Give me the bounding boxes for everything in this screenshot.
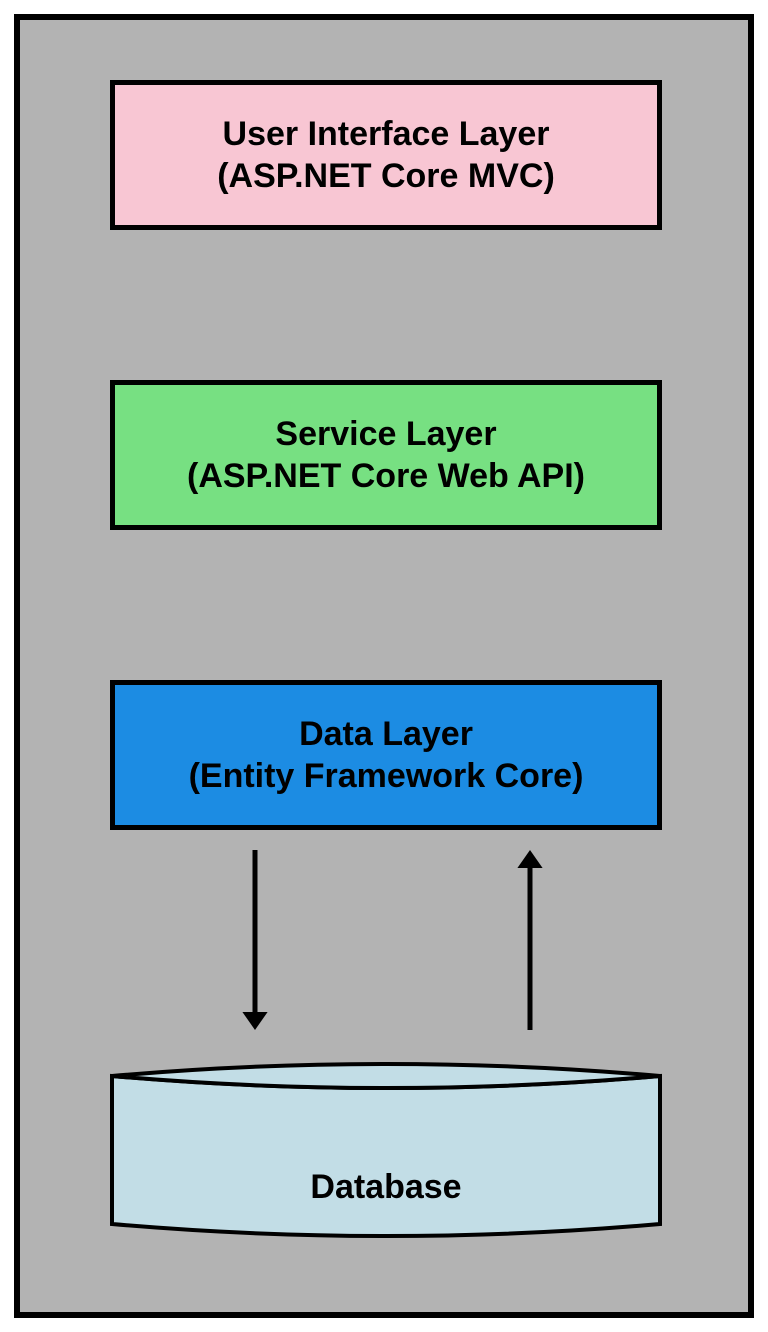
service-layer-box: Service Layer (ASP.NET Core Web API) [110, 380, 662, 530]
database-shape [110, 1050, 662, 1250]
ui-layer-line1: User Interface Layer [223, 113, 550, 156]
ui-layer-box: User Interface Layer (ASP.NET Core MVC) [110, 80, 662, 230]
data-layer-line1: Data Layer [299, 713, 473, 756]
service-layer-line2: (ASP.NET Core Web API) [187, 455, 585, 498]
data-layer-line2: (Entity Framework Core) [189, 755, 584, 798]
database-cylinder: Database [110, 1050, 662, 1250]
service-layer-line1: Service Layer [275, 413, 496, 456]
ui-layer-line2: (ASP.NET Core MVC) [217, 155, 555, 198]
database-label: Database [110, 1168, 662, 1207]
diagram-container: User Interface Layer (ASP.NET Core MVC) … [14, 14, 754, 1318]
data-layer-box: Data Layer (Entity Framework Core) [110, 680, 662, 830]
